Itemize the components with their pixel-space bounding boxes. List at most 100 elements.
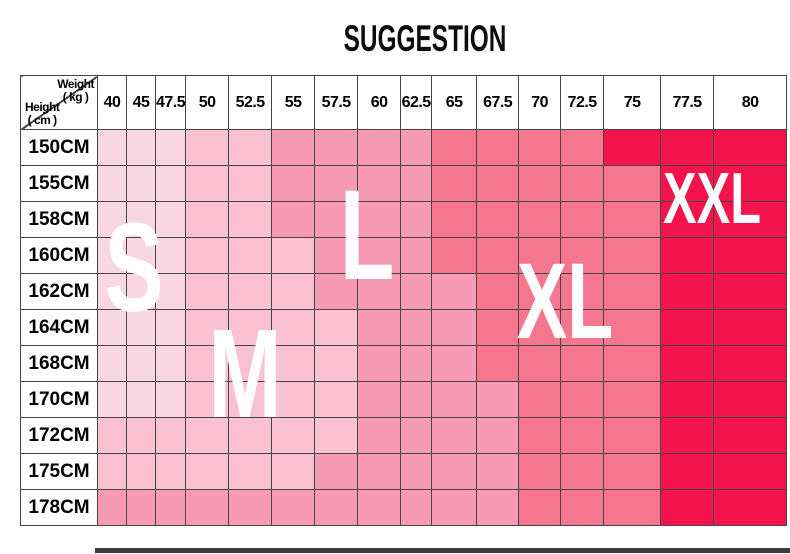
size-cell <box>400 453 433 490</box>
corner-cell: Weight( kg ) Height( cm ) <box>20 75 98 130</box>
size-cell <box>560 201 605 238</box>
size-cell <box>154 381 187 418</box>
size-cell <box>560 129 605 166</box>
size-cell <box>518 237 562 274</box>
size-cell <box>154 309 187 346</box>
size-cell <box>357 129 402 166</box>
size-cell <box>228 129 273 166</box>
size-cell <box>185 129 230 166</box>
height-row-header: 175CM <box>20 453 98 490</box>
weight-column-header: 47.5 <box>154 75 187 130</box>
size-cell <box>603 129 662 166</box>
table-row: 162CM <box>20 273 788 310</box>
size-cell <box>560 453 605 490</box>
size-cell <box>603 417 662 454</box>
table-row: 168CM <box>20 345 788 382</box>
size-cell <box>518 309 562 346</box>
size-cell <box>228 381 273 418</box>
size-cell <box>560 489 605 526</box>
weight-column-header: 52.5 <box>228 75 273 130</box>
size-cell <box>228 489 273 526</box>
size-cell <box>97 345 127 382</box>
size-cell <box>357 381 402 418</box>
size-cell <box>271 381 316 418</box>
size-cell <box>185 381 230 418</box>
size-cell <box>97 453 127 490</box>
size-cell <box>518 129 562 166</box>
size-cell <box>154 201 187 238</box>
size-cell <box>603 345 662 382</box>
size-cell <box>126 273 156 310</box>
height-row-header: 162CM <box>20 273 98 310</box>
size-cell <box>228 453 273 490</box>
size-cell <box>97 489 127 526</box>
size-cell <box>431 345 478 382</box>
size-cell <box>713 489 788 526</box>
size-cell <box>400 489 433 526</box>
size-cell <box>476 381 520 418</box>
weight-column-header: 62.5 <box>400 75 433 130</box>
size-cell <box>314 345 359 382</box>
size-cell <box>560 345 605 382</box>
weight-column-header: 75 <box>603 75 662 130</box>
size-cell <box>476 201 520 238</box>
size-cell <box>228 165 273 202</box>
size-cell <box>713 129 788 166</box>
size-cell <box>476 453 520 490</box>
corner-weight-label: Weight( kg ) <box>57 77 94 105</box>
size-cell <box>518 201 562 238</box>
size-cell <box>357 309 402 346</box>
size-cell <box>357 489 402 526</box>
size-cell <box>314 237 359 274</box>
bottom-divider <box>95 548 790 553</box>
size-cell <box>560 309 605 346</box>
size-cell <box>603 453 662 490</box>
height-row-header: 155CM <box>20 165 98 202</box>
size-cell <box>713 453 788 490</box>
size-cell <box>400 237 433 274</box>
size-cell <box>154 129 187 166</box>
table-row: 155CM <box>20 165 788 202</box>
size-cell <box>431 273 478 310</box>
size-cell <box>185 309 230 346</box>
size-cell <box>518 165 562 202</box>
size-cell <box>126 165 156 202</box>
size-cell <box>126 381 156 418</box>
size-cell <box>400 201 433 238</box>
table-row: 175CM <box>20 453 788 490</box>
size-cell <box>97 381 127 418</box>
weight-column-header: 80 <box>713 75 788 130</box>
size-cell <box>476 417 520 454</box>
size-cell <box>357 273 402 310</box>
size-cell <box>603 309 662 346</box>
size-cell <box>713 201 788 238</box>
table-row: 158CM <box>20 201 788 238</box>
size-cell <box>97 165 127 202</box>
size-cell <box>400 273 433 310</box>
size-cell <box>154 345 187 382</box>
size-cell <box>431 165 478 202</box>
size-cell <box>518 381 562 418</box>
size-cell <box>126 453 156 490</box>
weight-column-header: 57.5 <box>314 75 359 130</box>
table-row: 160CM <box>20 237 788 274</box>
size-cell <box>431 201 478 238</box>
size-cell <box>400 165 433 202</box>
size-cell <box>97 417 127 454</box>
size-cell <box>660 129 715 166</box>
height-row-header: 170CM <box>20 381 98 418</box>
weight-column-header: 45 <box>126 75 156 130</box>
table-row: 170CM <box>20 381 788 418</box>
size-cell <box>713 417 788 454</box>
size-cell <box>476 165 520 202</box>
size-cell <box>271 129 316 166</box>
size-cell <box>185 417 230 454</box>
size-cell <box>713 309 788 346</box>
weight-column-header: 55 <box>271 75 316 130</box>
size-cell <box>126 345 156 382</box>
size-cell <box>154 453 187 490</box>
size-cell <box>560 417 605 454</box>
weight-column-header: 70 <box>518 75 562 130</box>
weight-column-header: 72.5 <box>560 75 605 130</box>
size-cell <box>271 309 316 346</box>
